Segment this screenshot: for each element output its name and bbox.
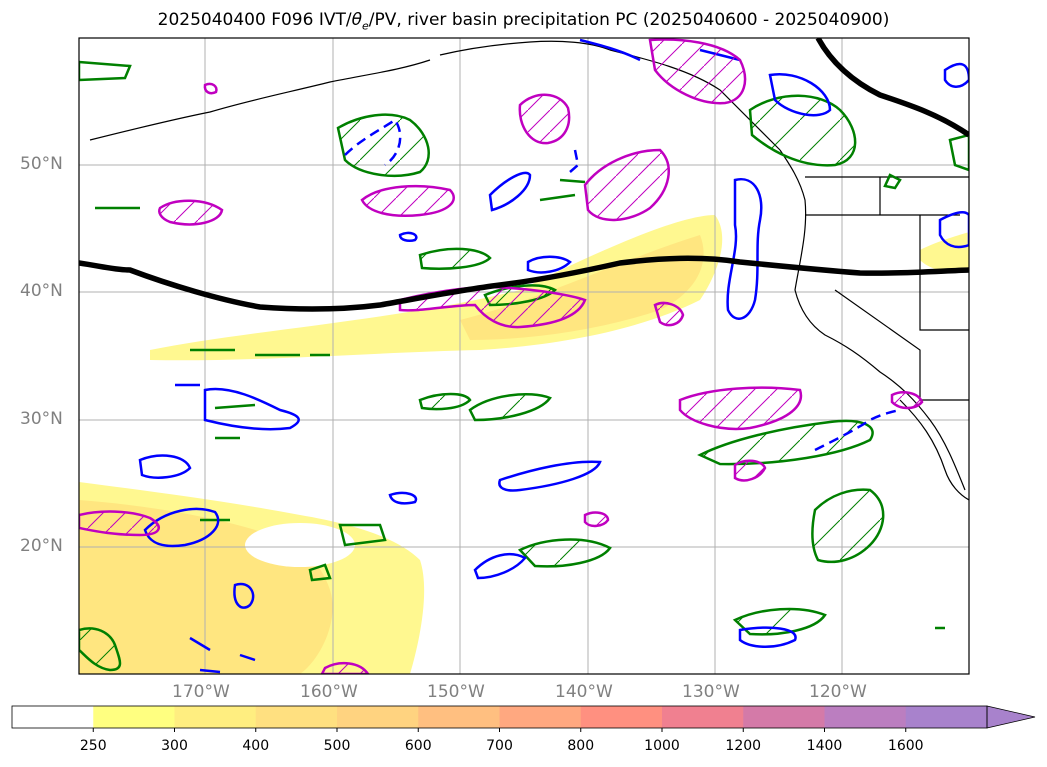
colorbar-tick-label: 800 [567, 738, 595, 754]
colorbar-segment [824, 706, 907, 728]
colorbar-tick-label: 250 [79, 738, 107, 754]
lat-label-50: 50°N [20, 154, 63, 174]
map-title: 2025040400 F096 IVT/θe/PV, river basin p… [0, 10, 1047, 32]
colorbar-tick-label: 300 [161, 738, 188, 754]
lon-label-170w: 170°W [172, 682, 230, 702]
lat-label-30: 30°N [20, 409, 63, 429]
title-theta: θ [351, 10, 362, 30]
colorbar-tick-label: 1000 [644, 738, 680, 754]
title-suffix: /PV, river basin precipitation PC (20250… [368, 10, 890, 30]
colorbar-tick-label: 1400 [806, 738, 843, 754]
title-theta-sub: e [362, 19, 369, 33]
colorbar-segment [255, 706, 338, 728]
map-content [79, 38, 969, 674]
colorbar-tick-label: 400 [242, 738, 270, 754]
colorbar-tick-label: 1200 [725, 738, 762, 754]
lat-label-20: 20°N [20, 536, 63, 556]
colorbar-segment [662, 706, 744, 728]
colorbar-segment [418, 706, 500, 728]
lon-label-160w: 160°W [300, 682, 358, 702]
colorbar-segment [337, 706, 419, 728]
colorbar-segment [174, 706, 257, 728]
colorbar-tick-label: 700 [486, 738, 513, 754]
lon-label-150w: 150°W [427, 682, 485, 702]
theta-e-contours [138, 38, 969, 674]
map-frame [78, 37, 970, 675]
jet-lines [79, 38, 969, 312]
colorbar [11, 705, 1036, 732]
colorbar-segment [580, 706, 663, 728]
colorbar-segment [12, 706, 94, 728]
colorbar-tick-label: 500 [323, 738, 351, 754]
lon-label-140w: 140°W [555, 682, 613, 702]
colorbar-segment [499, 706, 582, 728]
colorbar-extend-arrow [986, 705, 1036, 729]
colorbar-segment [905, 706, 988, 728]
colorbar-segment [93, 706, 175, 728]
title-prefix: 2025040400 F096 IVT/ [157, 10, 352, 30]
coastlines [89, 40, 969, 501]
colorbar-tick-label: 1600 [887, 738, 924, 754]
colorbar-segment [743, 706, 825, 728]
precip-contours [79, 38, 924, 674]
colorbar-tick-label: 600 [404, 738, 432, 754]
lon-label-130w: 130°W [682, 682, 740, 702]
lon-label-120w: 120°W [809, 682, 867, 702]
lat-label-40: 40°N [20, 281, 63, 301]
